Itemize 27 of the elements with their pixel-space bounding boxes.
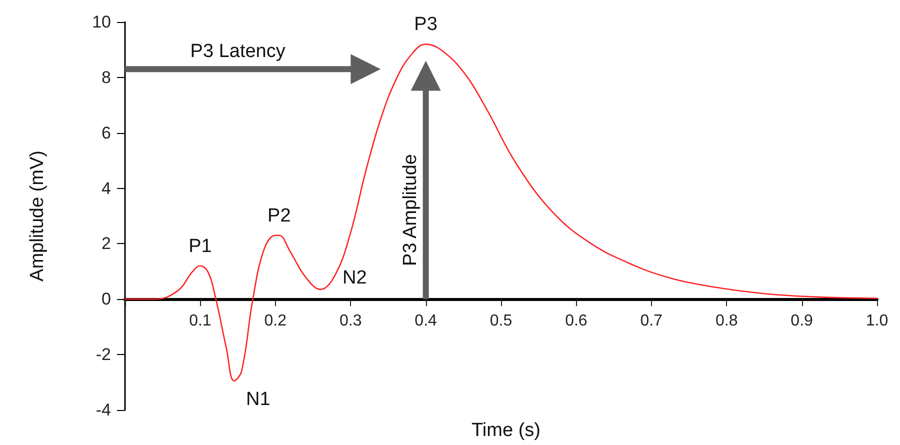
annotation: P2 [268,205,291,226]
x-tick-label: 0.8 [715,312,738,330]
x-tick-label: 0.2 [264,312,287,330]
x-tick-label: 0.1 [189,312,212,330]
x-tick-label: 0.4 [414,312,438,330]
annotation: P3 Latency [190,41,286,62]
x-tick-label: 0.7 [640,312,663,330]
y-tick-label: 10 [92,12,111,32]
annotation: P3 Amplitude [400,154,421,266]
x-axis-title: Time (s) [472,420,540,441]
x-tick-label: 0.9 [790,312,814,330]
x-tick-label: 0.6 [565,312,588,330]
y-tick-label: -4 [96,400,111,420]
y-tick-label: 4 [102,178,111,198]
y-tick-label: -2 [96,345,111,364]
y-axis-title: Amplitude (mV) [27,150,48,282]
x-tick-label: 0.3 [339,312,362,330]
y-tick-label: 2 [102,234,111,254]
annotation: N1 [246,388,270,410]
y-tick-label: 8 [102,68,111,87]
annotation: P1 [188,236,212,257]
y-tick-label: 6 [102,123,111,142]
annotation: P3 [414,14,438,36]
x-tick-label: 0.5 [490,312,512,330]
y-tick-label: 0 [102,290,111,309]
annotation: N2 [342,267,367,288]
x-tick-label: 1.0 [866,312,888,330]
